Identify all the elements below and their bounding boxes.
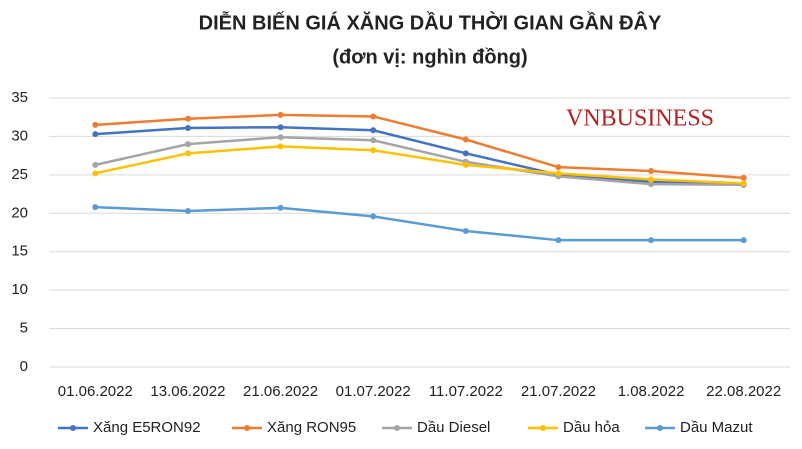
series-line [95, 205, 744, 242]
data-point [555, 164, 562, 171]
x-tick-label: 21.07.2022 [521, 383, 596, 400]
data-point [648, 181, 655, 188]
data-point [370, 213, 377, 220]
y-tick-label: 10 [11, 281, 28, 298]
chart-subtitle: (đơn vị: nghìn đồng) [332, 46, 527, 68]
data-point [92, 204, 99, 211]
data-point [462, 150, 469, 157]
chart-title: DIỄN BIẾN GIÁ XĂNG DẦU THỜI GIAN GẦN ĐÂY [199, 10, 662, 34]
x-tick-label: 01.07.2022 [336, 383, 411, 400]
data-point [740, 180, 747, 187]
data-point [277, 204, 284, 211]
x-tick-label: 22.08.2022 [706, 383, 781, 400]
legend-label: Xăng E5RON92 [93, 419, 201, 436]
data-point [462, 161, 469, 168]
data-point [648, 237, 655, 244]
data-point [184, 115, 191, 122]
y-tick-label: 35 [11, 89, 28, 106]
data-point [740, 174, 747, 181]
legend-marker [540, 425, 546, 431]
data-point [92, 161, 99, 168]
data-point [370, 147, 377, 154]
series-line [95, 113, 744, 180]
data-point [648, 168, 655, 175]
data-point [370, 137, 377, 144]
y-tick-label: 25 [11, 166, 28, 183]
y-tick-label: 30 [11, 127, 28, 144]
data-point [648, 176, 655, 183]
data-point [555, 170, 562, 177]
legend-label: Dầu Mazut [680, 419, 753, 436]
data-point [277, 124, 284, 131]
data-point [92, 121, 99, 128]
data-point [370, 113, 377, 120]
y-tick-label: 5 [20, 320, 28, 337]
data-point [277, 143, 284, 150]
data-point [462, 136, 469, 143]
data-point [555, 237, 562, 244]
data-point [92, 170, 99, 177]
legend-label: Xăng RON95 [267, 419, 356, 436]
watermark: VNBUSINESS [566, 106, 714, 132]
data-point [184, 207, 191, 214]
legend-label: Dầu Diesel [417, 419, 490, 436]
data-point [277, 134, 284, 141]
y-tick-label: 0 [20, 358, 28, 375]
data-point [277, 111, 284, 118]
data-point [184, 124, 191, 131]
y-tick-label: 15 [11, 243, 28, 260]
data-point [370, 127, 377, 134]
series-line [95, 125, 744, 187]
data-point [740, 237, 747, 244]
data-point [184, 150, 191, 157]
legend-marker [657, 425, 663, 431]
data-point [92, 131, 99, 138]
series-line [95, 135, 744, 187]
x-tick-label: 21.06.2022 [243, 383, 318, 400]
x-tick-label: 13.06.2022 [150, 383, 225, 400]
data-point [184, 141, 191, 148]
legend-marker [70, 425, 76, 431]
data-point [462, 227, 469, 234]
x-tick-label: 11.07.2022 [429, 383, 503, 400]
x-tick-label: 01.06.2022 [58, 383, 133, 400]
x-tick-label: 1.08.2022 [618, 383, 685, 400]
series-line [95, 145, 744, 185]
legend-marker [244, 425, 250, 431]
legend-marker [394, 425, 400, 431]
legend-label: Dầu hỏa [563, 419, 620, 436]
y-tick-label: 20 [11, 204, 28, 221]
